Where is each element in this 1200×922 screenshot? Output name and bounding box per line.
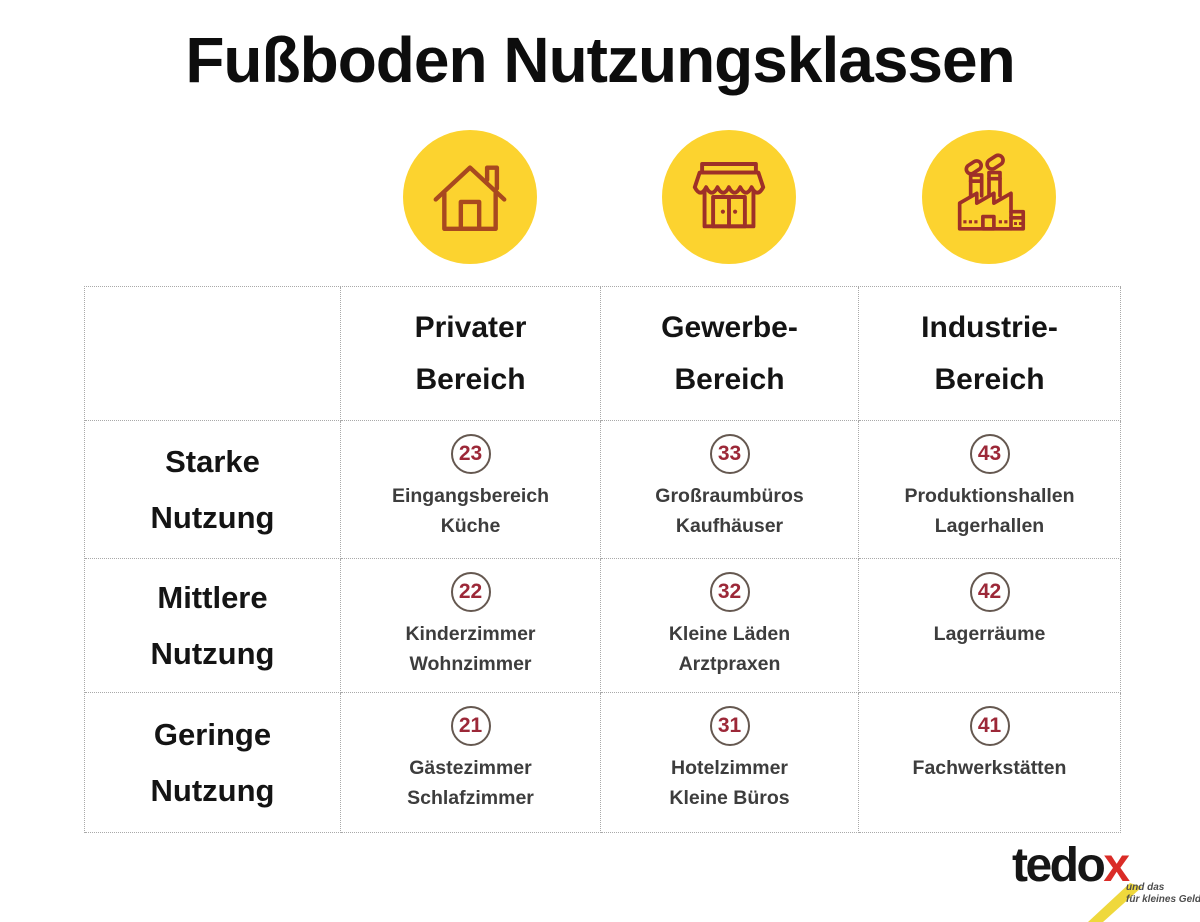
cell-line: Arztpraxen bbox=[678, 653, 781, 676]
factory-icon bbox=[957, 153, 1026, 231]
cell-line: Kleine Läden bbox=[668, 623, 791, 645]
cell-line: Produktionshallen bbox=[904, 485, 1075, 507]
cell-line: Wohnzimmer bbox=[409, 653, 532, 676]
cell-line: Kinderzimmer bbox=[405, 623, 536, 645]
class-number-badge: 31 bbox=[709, 706, 750, 746]
cell-class-21: 21 Gästezimmer Schlafzimmer bbox=[341, 693, 601, 833]
cell-class-43: 43 Produktionshallen Lagerhallen bbox=[859, 421, 1121, 559]
cell-line: Fachwerkstätten bbox=[912, 757, 1067, 779]
col-header-industrie-bereich: Industrie- Bereich bbox=[859, 287, 1121, 421]
category-icon-row bbox=[84, 128, 1120, 266]
cell-class-42: 42 Lagerräume bbox=[859, 559, 1121, 693]
class-number-badge: 32 bbox=[709, 572, 750, 612]
cell-line: Lagerhallen bbox=[934, 515, 1045, 538]
col-header-line: Gewerbe- bbox=[661, 310, 798, 344]
cell-line: Gästezimmer bbox=[409, 757, 532, 779]
cell-line: Kleine Büros bbox=[669, 787, 790, 810]
col-header-line: Bereich bbox=[415, 362, 526, 396]
row-label-line: Geringe bbox=[153, 716, 272, 752]
row-label-line: Mittlere bbox=[157, 579, 268, 615]
cell-class-41: 41 Fachwerkstätten bbox=[859, 693, 1121, 833]
cell-class-33: 33 Großraumbüros Kaufhäuser bbox=[601, 421, 859, 559]
cell-line: Schlafzimmer bbox=[407, 787, 534, 810]
logo-text-black: tedo bbox=[1012, 839, 1106, 892]
page-title: Fußboden Nutzungsklassen bbox=[185, 24, 1015, 96]
cell-line: Küche bbox=[440, 515, 501, 538]
shop-icon bbox=[692, 162, 766, 229]
cell-line: Großraumbüros bbox=[655, 485, 804, 507]
row-label-line: Starke bbox=[165, 443, 260, 479]
cell-line: Kaufhäuser bbox=[675, 515, 784, 538]
tedox-logo: tedox und das für kleines Geld bbox=[1012, 842, 1200, 922]
private-category bbox=[340, 128, 600, 266]
col-header-line: Privater bbox=[414, 310, 527, 344]
cell-line: Hotelzimmer bbox=[670, 757, 789, 779]
cell-class-22: 22 Kinderzimmer Wohnzimmer bbox=[341, 559, 601, 693]
col-header-line: Industrie- bbox=[921, 310, 1058, 344]
logo-swoosh bbox=[1088, 883, 1142, 922]
cell-class-32: 32 Kleine Läden Arztpraxen bbox=[601, 559, 859, 693]
row-label-line: Nutzung bbox=[150, 772, 275, 808]
class-number-badge: 23 bbox=[450, 434, 491, 474]
tagline-line: für kleines Geld bbox=[1126, 893, 1200, 905]
class-number-badge: 21 bbox=[450, 706, 491, 746]
class-number-badge: 42 bbox=[969, 572, 1010, 612]
row-label-mittlere-nutzung: Mittlere Nutzung bbox=[85, 559, 341, 693]
shop-icon-badge bbox=[662, 130, 796, 264]
cell-line: Eingangsbereich bbox=[391, 485, 550, 507]
class-number-badge: 33 bbox=[709, 434, 750, 474]
cell-class-31: 31 Hotelzimmer Kleine Büros bbox=[601, 693, 859, 833]
class-number-badge: 43 bbox=[969, 434, 1010, 474]
row-label-geringe-nutzung: Geringe Nutzung bbox=[85, 693, 341, 833]
class-number-badge: 22 bbox=[450, 572, 491, 612]
row-label-line: Nutzung bbox=[150, 499, 275, 535]
col-header-privater-bereich: Privater Bereich bbox=[341, 287, 601, 421]
cell-class-23: 23 Eingangsbereich Küche bbox=[341, 421, 601, 559]
usage-class-table: Privater Bereich Gewerbe- Bereich Indust… bbox=[84, 286, 1121, 833]
logo-wordmark: tedox bbox=[1012, 842, 1194, 890]
cell-line: Lagerräume bbox=[933, 623, 1046, 645]
commercial-category bbox=[600, 128, 858, 266]
factory-icon-badge bbox=[922, 130, 1056, 264]
house-icon bbox=[433, 165, 507, 231]
col-header-gewerbe-bereich: Gewerbe- Bereich bbox=[601, 287, 859, 421]
row-label-line: Nutzung bbox=[150, 635, 275, 671]
table-corner-cell bbox=[85, 287, 341, 421]
tagline-line: und das bbox=[1126, 882, 1165, 893]
icon-row-spacer bbox=[84, 128, 340, 266]
class-number-badge: 41 bbox=[969, 706, 1010, 746]
logo-text-x: x bbox=[1103, 839, 1130, 892]
industrial-category bbox=[858, 128, 1120, 266]
col-header-line: Bereich bbox=[674, 362, 785, 396]
row-label-starke-nutzung: Starke Nutzung bbox=[85, 421, 341, 559]
logo-tagline: und das für kleines Geld bbox=[1126, 882, 1200, 905]
house-icon-badge bbox=[403, 130, 537, 264]
col-header-line: Bereich bbox=[934, 362, 1045, 396]
